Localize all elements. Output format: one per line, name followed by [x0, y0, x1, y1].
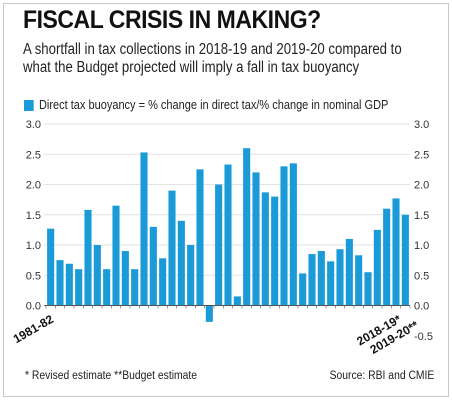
bar	[205, 305, 213, 322]
bar	[299, 273, 307, 306]
chart-title: FISCAL CRISIS IN MAKING?	[23, 6, 321, 34]
footnote: * Revised estimate **Budget estimate	[25, 370, 198, 382]
y-tick-left: 0.0	[26, 301, 41, 313]
y-tick-right: 0.5	[414, 270, 429, 282]
bar	[103, 269, 111, 306]
bar	[289, 163, 297, 306]
bar	[112, 205, 120, 306]
bar	[177, 220, 185, 306]
bar	[271, 196, 279, 306]
bar	[84, 209, 92, 306]
y-tick-right: -0.5	[414, 331, 433, 343]
legend-swatch	[24, 99, 34, 111]
bar	[355, 255, 363, 306]
bar	[75, 269, 83, 306]
chart-legend: Direct tax buoyancy = % change in direct…	[24, 98, 388, 112]
bar	[233, 296, 241, 306]
bar	[65, 263, 73, 306]
source-note: Source: RBI and CMIE	[329, 370, 434, 382]
bar	[401, 214, 409, 306]
bar	[364, 272, 372, 306]
y-tick-right: 1.5	[414, 210, 429, 222]
y-tick-left: 3.0	[26, 119, 41, 131]
bar	[383, 208, 391, 306]
y-tick-right: 2.5	[414, 149, 429, 161]
bar	[47, 228, 55, 306]
bar	[149, 226, 157, 306]
bar	[168, 190, 176, 306]
y-tick-left: 1.0	[26, 240, 41, 252]
y-tick-left: 0.5	[26, 270, 41, 282]
y-tick-right: 1.0	[414, 240, 429, 252]
bar	[317, 251, 325, 306]
bar	[280, 166, 288, 306]
chart-panel: FISCAL CRISIS IN MAKING? A shortfall in …	[3, 3, 449, 397]
bar-chart: 3.0 2.5 2.0 1.5 1.0 0.5 0.0 3.0 2.5 2.0 1.5 1.0 0.5 0…	[11, 119, 433, 357]
y-tick-right: 0.0	[414, 301, 429, 313]
y-tick-left: 2.0	[26, 180, 41, 192]
y-tick-right: 3.0	[414, 119, 429, 131]
y-tick-left: 2.5	[26, 149, 41, 161]
bar	[121, 251, 129, 306]
bar	[215, 184, 223, 306]
bar	[131, 269, 139, 306]
bar	[196, 169, 204, 306]
bar	[243, 148, 251, 306]
bar	[140, 152, 148, 306]
axes	[44, 305, 411, 309]
bar	[308, 254, 316, 306]
bar	[336, 249, 344, 306]
bar	[187, 245, 195, 306]
bar	[345, 238, 353, 306]
bar	[373, 229, 381, 306]
bar	[261, 192, 269, 306]
bar	[159, 258, 167, 306]
chart-subtitle: A shortfall in tax collections in 2018-1…	[23, 41, 402, 76]
bar	[224, 164, 232, 306]
y-tick-right: 2.0	[414, 180, 429, 192]
bar	[56, 260, 64, 306]
bar	[327, 261, 335, 306]
bar-series	[47, 148, 409, 322]
bar	[392, 198, 400, 306]
x-label-first: 1981-82	[11, 312, 56, 346]
bar	[252, 172, 260, 306]
legend-label: Direct tax buoyancy = % change in direct…	[38, 98, 389, 112]
bar	[93, 245, 101, 306]
y-tick-left: 1.5	[26, 210, 41, 222]
